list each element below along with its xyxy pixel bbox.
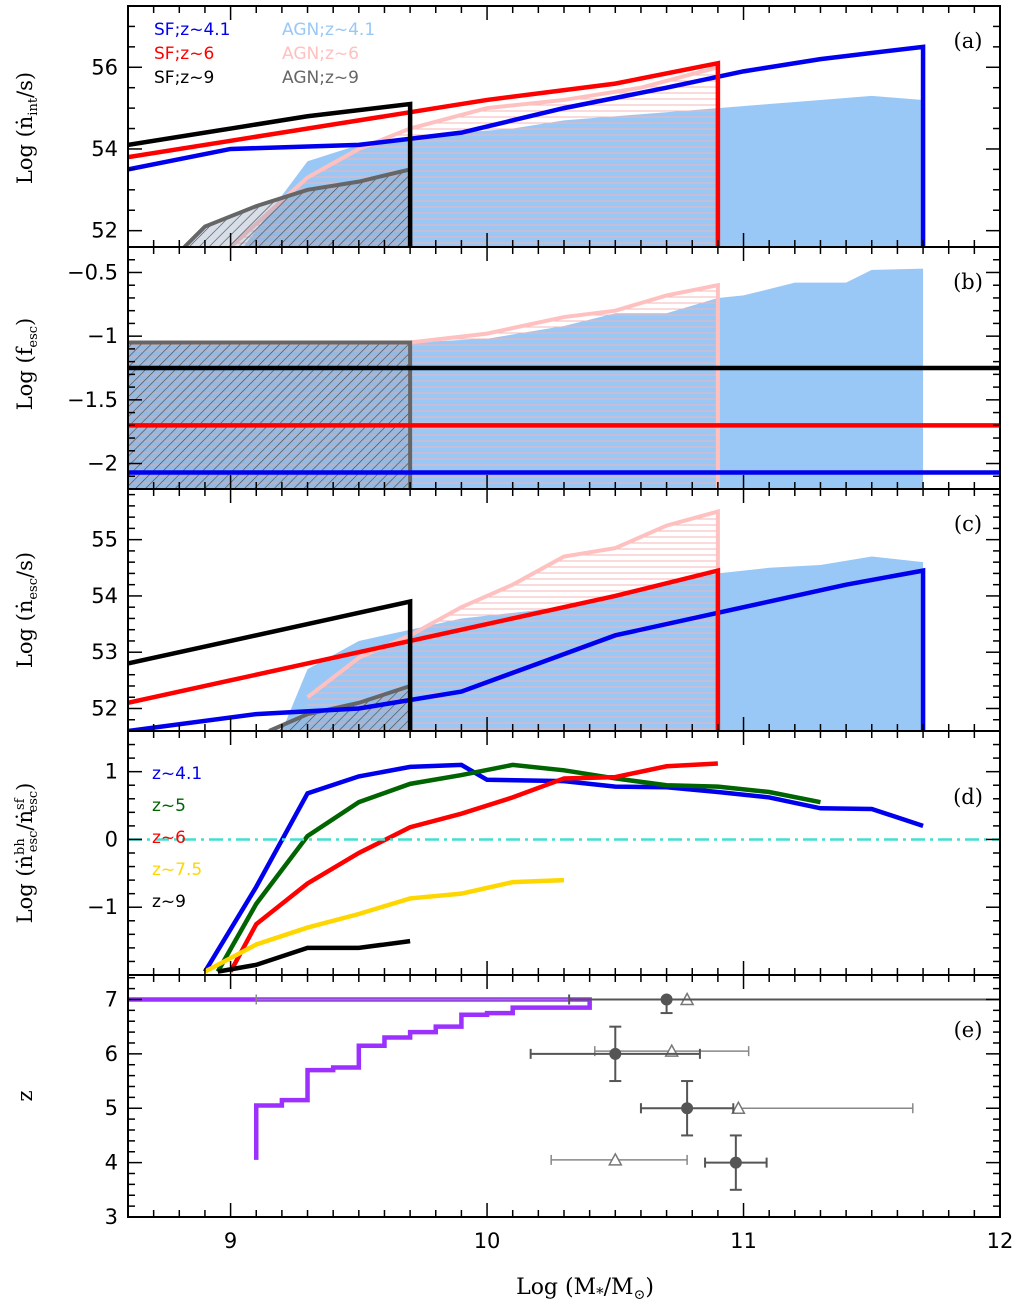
series-agn-z-6-edge [229, 64, 720, 247]
series-agn-z-6-edge [128, 282, 720, 489]
x-tick-label: 10 [474, 1229, 501, 1253]
y-tick-label: 6 [105, 1042, 118, 1066]
y-tick-label: 53 [91, 640, 118, 664]
plot-area [128, 44, 926, 247]
series-agn-z-9-area [184, 169, 411, 247]
panel-tag: (b) [953, 270, 983, 294]
legend-entry: z~5 [152, 796, 186, 816]
y-tick-label: 56 [91, 55, 118, 79]
series-sf-z-9-line [128, 101, 413, 247]
panel-d: −1 0 1 (d) Log (ṅbhesc/ṅsfesc) z~4.1 z~5 z~6 z~7… [13, 730, 1001, 976]
y-tick-label: 3 [105, 1205, 118, 1229]
legend-entry: SF;z~6 [154, 44, 214, 64]
series-z-7-5-line [203, 877, 565, 974]
series-sf-z-6-line [128, 567, 721, 731]
y-tick-label: −1 [87, 895, 118, 919]
y-tick-label: −1.5 [67, 388, 118, 412]
series-sf-z-6-line [128, 60, 721, 247]
filled-circle-point [529, 1025, 701, 1083]
legend-entry: z~9 [152, 892, 186, 912]
legend-entry: AGN;z~6 [282, 44, 359, 64]
filled-circle-point [704, 1134, 768, 1191]
series-z-5-line [215, 762, 821, 973]
y-axis-label: Log (ṅesc/s) [13, 552, 41, 668]
series-agn-z-9-edge [128, 340, 413, 489]
series-agn-z-9-area [128, 342, 411, 489]
y-axis-label: Log (ṅint/s) [13, 72, 41, 184]
panel-tag: (e) [954, 1018, 983, 1042]
panel-b: −2 −1.5 −1 −0.5 (b) Log (fesc) [13, 246, 1001, 490]
legend-entry: z~7.5 [152, 860, 202, 880]
y-tick-label: 55 [91, 528, 118, 552]
series-z-6-line [228, 761, 719, 973]
panel-tag: (a) [954, 29, 983, 53]
y-axis-label: Log (fesc) [13, 318, 41, 411]
x-tick-label: 11 [730, 1229, 757, 1253]
y-tick-label: 52 [91, 696, 118, 720]
panel-tag: (c) [954, 512, 982, 536]
legend-entry: z~6 [152, 828, 186, 848]
y-axis-label: z [13, 1090, 37, 1101]
x-axis-label: Log (M*/M⊙) [516, 1275, 654, 1303]
y-tick-label: 4 [105, 1151, 118, 1175]
y-tick-label: 54 [91, 584, 118, 608]
panel-tag: (d) [953, 785, 983, 809]
y-tick-label: 5 [105, 1096, 118, 1120]
filled-circle-point [568, 993, 1000, 1015]
y-tick-label: −1 [87, 324, 118, 348]
legend-entry: z~4.1 [152, 764, 202, 784]
series-sf-z-9-line [128, 598, 413, 731]
series-sf-z-4-1-line [128, 567, 926, 731]
y-tick-label: 1 [105, 760, 118, 784]
plot-area [128, 508, 926, 731]
panel-frame [127, 974, 1001, 1218]
panel-c: 52 53 54 55 (c) Log (ṅesc/s) [13, 488, 1001, 732]
x-tick-label: 12 [987, 1229, 1014, 1253]
legend-entry: SF;z~4.1 [154, 20, 231, 40]
y-tick-label: 54 [91, 137, 118, 161]
y-tick-label: −2 [87, 452, 118, 476]
plot-area [128, 268, 1000, 489]
filled-circle-point [639, 1080, 735, 1137]
series-z-9-line [217, 938, 411, 974]
legend-entry: AGN;z~4.1 [282, 20, 375, 40]
series-z-4-1-line [203, 762, 924, 973]
panel-e: 3 4 5 6 7 (e) z 9 10 11 12 [13, 974, 1014, 1253]
x-tick-label: 9 [224, 1229, 237, 1253]
open-triangle-point [550, 1152, 688, 1166]
legend-entry: AGN;z~9 [282, 68, 359, 88]
step-line [128, 997, 592, 1160]
plot-area [128, 991, 1000, 1191]
legend-entry: SF;z~9 [154, 68, 214, 88]
y-tick-label: 7 [105, 987, 118, 1011]
y-tick-label: 0 [105, 827, 118, 851]
y-tick-label: −0.5 [67, 260, 118, 284]
y-axis-label: Log (ṅbhesc/ṅsfesc) [13, 783, 41, 924]
panel-frame [127, 730, 1001, 976]
series-sf-z-4-1-line [128, 44, 926, 247]
y-tick-label: 52 [91, 219, 118, 243]
panel-a: 52 54 56 (a) Log (ṅint/s) SF;z~4.1 SF;z~6 SF;z~… [13, 5, 1001, 248]
plot-area [128, 761, 1000, 974]
